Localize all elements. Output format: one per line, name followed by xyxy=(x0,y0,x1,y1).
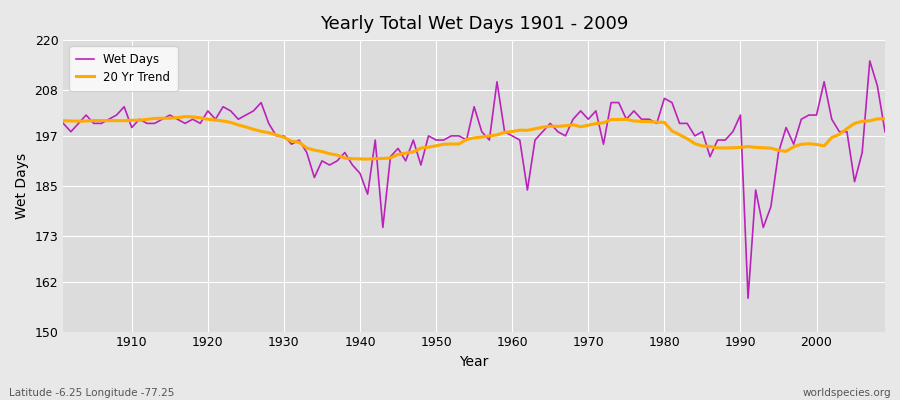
Y-axis label: Wet Days: Wet Days xyxy=(15,153,29,219)
20 Yr Trend xyxy=(613,117,624,122)
20 Yr Trend xyxy=(339,156,350,160)
Wet Days xyxy=(864,58,875,63)
Wet Days xyxy=(500,129,510,134)
Wet Days xyxy=(58,121,68,126)
Legend: Wet Days, 20 Yr Trend: Wet Days, 20 Yr Trend xyxy=(69,46,177,91)
Line: Wet Days: Wet Days xyxy=(63,61,885,298)
Title: Yearly Total Wet Days 1901 - 2009: Yearly Total Wet Days 1901 - 2009 xyxy=(320,15,628,33)
Text: worldspecies.org: worldspecies.org xyxy=(803,388,891,398)
20 Yr Trend xyxy=(119,118,130,123)
Wet Days xyxy=(332,158,343,163)
Line: 20 Yr Trend: 20 Yr Trend xyxy=(63,117,885,159)
20 Yr Trend xyxy=(515,128,526,132)
20 Yr Trend xyxy=(58,118,68,123)
20 Yr Trend xyxy=(879,116,890,121)
Wet Days xyxy=(879,129,890,134)
20 Yr Trend xyxy=(362,157,373,162)
Text: Latitude -6.25 Longitude -77.25: Latitude -6.25 Longitude -77.25 xyxy=(9,388,175,398)
Wet Days xyxy=(598,142,609,147)
Wet Days xyxy=(119,104,130,109)
X-axis label: Year: Year xyxy=(460,355,489,369)
20 Yr Trend xyxy=(293,140,304,145)
Wet Days xyxy=(742,296,753,301)
Wet Days xyxy=(286,142,297,147)
20 Yr Trend xyxy=(180,114,191,119)
Wet Days xyxy=(507,134,517,138)
20 Yr Trend xyxy=(522,128,533,133)
